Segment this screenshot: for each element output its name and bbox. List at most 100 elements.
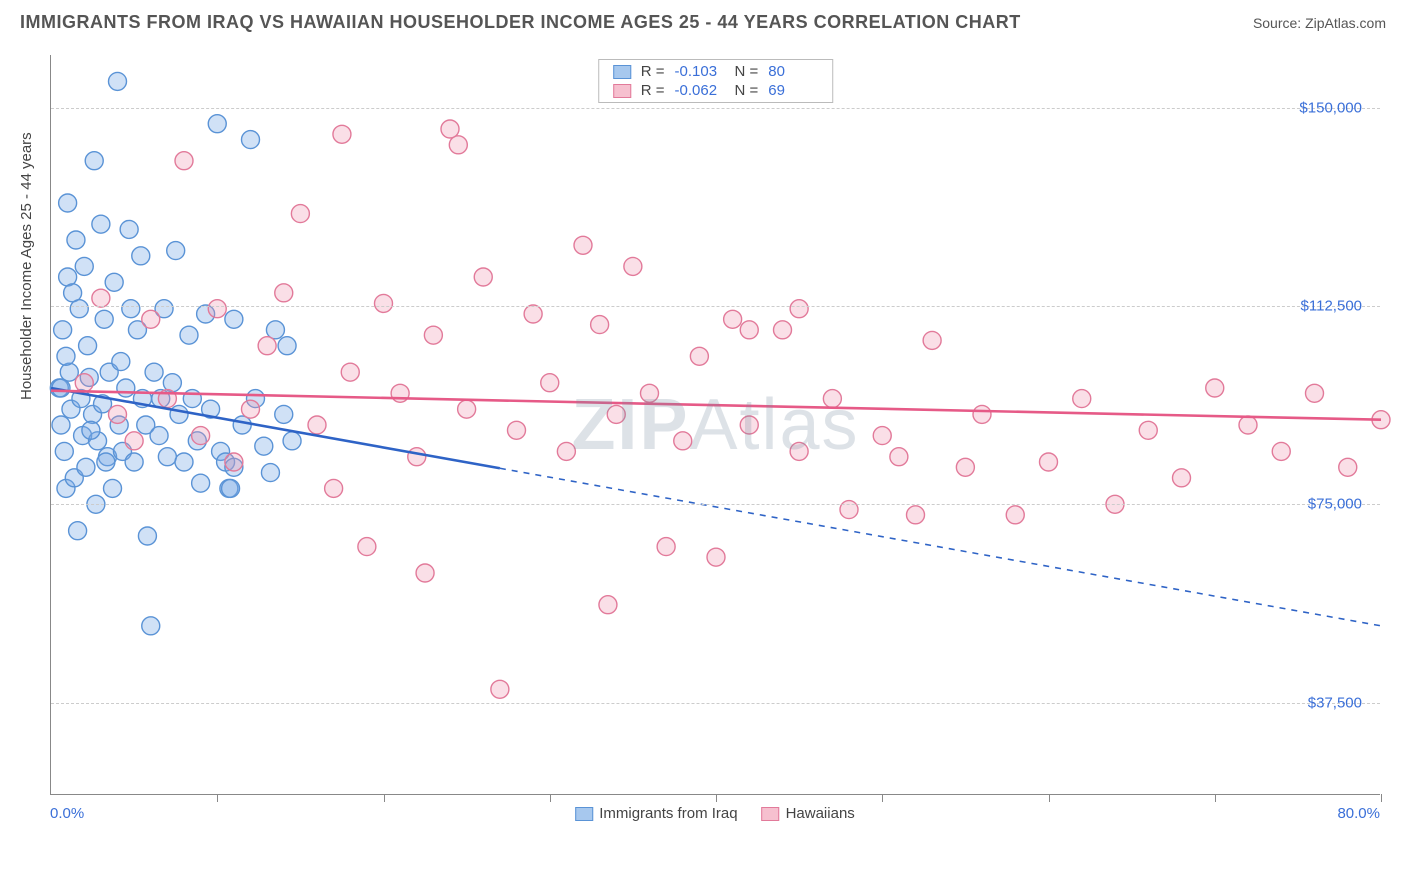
scatter-point-iraq bbox=[242, 131, 260, 149]
r-value: -0.103 bbox=[675, 63, 725, 80]
scatter-point-iraq bbox=[132, 247, 150, 265]
scatter-point-hawaiians bbox=[192, 427, 210, 445]
r-label: R = bbox=[641, 63, 665, 80]
scatter-point-hawaiians bbox=[458, 400, 476, 418]
scatter-point-hawaiians bbox=[724, 310, 742, 328]
scatter-point-iraq bbox=[167, 242, 185, 260]
n-value: 80 bbox=[768, 63, 818, 80]
gridline bbox=[51, 504, 1380, 505]
scatter-point-hawaiians bbox=[1040, 453, 1058, 471]
scatter-point-iraq bbox=[52, 416, 70, 434]
x-tick bbox=[882, 794, 883, 802]
scatter-point-iraq bbox=[180, 326, 198, 344]
scatter-point-hawaiians bbox=[740, 416, 758, 434]
scatter-point-hawaiians bbox=[441, 120, 459, 138]
scatter-point-iraq bbox=[138, 527, 156, 545]
gridline bbox=[51, 108, 1380, 109]
scatter-point-hawaiians bbox=[524, 305, 542, 323]
scatter-point-hawaiians bbox=[1173, 469, 1191, 487]
scatter-point-hawaiians bbox=[75, 374, 93, 392]
scatter-point-iraq bbox=[54, 321, 72, 339]
y-axis-label: Householder Income Ages 25 - 44 years bbox=[18, 132, 35, 400]
scatter-point-hawaiians bbox=[973, 405, 991, 423]
scatter-point-hawaiians bbox=[449, 136, 467, 154]
gridline bbox=[51, 703, 1380, 704]
scatter-point-hawaiians bbox=[341, 363, 359, 381]
scatter-point-iraq bbox=[59, 194, 77, 212]
scatter-point-iraq bbox=[142, 617, 160, 635]
scatter-point-hawaiians bbox=[508, 421, 526, 439]
legend-item-hawaiians: Hawaiians bbox=[762, 805, 855, 822]
scatter-point-hawaiians bbox=[740, 321, 758, 339]
scatter-point-hawaiians bbox=[308, 416, 326, 434]
scatter-point-hawaiians bbox=[956, 458, 974, 476]
scatter-point-hawaiians bbox=[707, 548, 725, 566]
x-tick bbox=[550, 794, 551, 802]
scatter-point-hawaiians bbox=[408, 448, 426, 466]
trend-line-ext-iraq bbox=[500, 468, 1381, 626]
scatter-point-hawaiians bbox=[242, 400, 260, 418]
series-legend: Immigrants from Iraq Hawaiians bbox=[575, 805, 855, 822]
scatter-point-iraq bbox=[109, 72, 127, 90]
scatter-point-hawaiians bbox=[1239, 416, 1257, 434]
x-tick bbox=[217, 794, 218, 802]
legend-label: Hawaiians bbox=[786, 805, 855, 822]
scatter-point-iraq bbox=[104, 479, 122, 497]
scatter-point-iraq bbox=[150, 427, 168, 445]
scatter-point-hawaiians bbox=[873, 427, 891, 445]
scatter-point-hawaiians bbox=[258, 337, 276, 355]
scatter-point-iraq bbox=[158, 448, 176, 466]
scatter-point-hawaiians bbox=[474, 268, 492, 286]
scatter-point-hawaiians bbox=[599, 596, 617, 614]
scatter-point-iraq bbox=[275, 405, 293, 423]
scatter-point-hawaiians bbox=[1139, 421, 1157, 439]
plot-area: ZIPAtlas R =-0.103N =80R =-0.062N =69 $3… bbox=[50, 55, 1380, 795]
scatter-point-hawaiians bbox=[541, 374, 559, 392]
scatter-point-iraq bbox=[97, 453, 115, 471]
scatter-point-iraq bbox=[117, 379, 135, 397]
scatter-point-iraq bbox=[261, 464, 279, 482]
scatter-point-hawaiians bbox=[790, 300, 808, 318]
scatter-point-hawaiians bbox=[92, 289, 110, 307]
scatter-point-hawaiians bbox=[1006, 506, 1024, 524]
scatter-point-hawaiians bbox=[1206, 379, 1224, 397]
y-tick-label: $75,000 bbox=[1308, 496, 1362, 513]
scatter-point-hawaiians bbox=[175, 152, 193, 170]
correlation-chart: IMMIGRANTS FROM IRAQ VS HAWAIIAN HOUSEHO… bbox=[0, 0, 1406, 892]
legend-item-iraq: Immigrants from Iraq bbox=[575, 805, 737, 822]
scatter-point-hawaiians bbox=[607, 405, 625, 423]
scatter-point-iraq bbox=[233, 416, 251, 434]
scatter-point-hawaiians bbox=[657, 538, 675, 556]
scatter-point-iraq bbox=[67, 231, 85, 249]
scatter-point-iraq bbox=[120, 220, 138, 238]
scatter-point-iraq bbox=[283, 432, 301, 450]
scatter-point-iraq bbox=[95, 310, 113, 328]
y-tick-label: $112,500 bbox=[1301, 298, 1362, 315]
scatter-point-iraq bbox=[145, 363, 163, 381]
gridline bbox=[51, 306, 1380, 307]
legend-swatch bbox=[613, 84, 631, 98]
scatter-point-iraq bbox=[57, 347, 75, 365]
scatter-point-iraq bbox=[92, 215, 110, 233]
scatter-point-hawaiians bbox=[574, 236, 592, 254]
scatter-point-hawaiians bbox=[208, 300, 226, 318]
scatter-point-iraq bbox=[69, 522, 87, 540]
scatter-point-iraq bbox=[85, 152, 103, 170]
source-label: Source: ZipAtlas.com bbox=[1253, 15, 1386, 31]
scatter-point-iraq bbox=[112, 353, 130, 371]
scatter-point-hawaiians bbox=[890, 448, 908, 466]
scatter-point-hawaiians bbox=[674, 432, 692, 450]
scatter-point-iraq bbox=[125, 453, 143, 471]
scatter-point-hawaiians bbox=[823, 390, 841, 408]
scatter-point-iraq bbox=[77, 458, 95, 476]
correlation-legend: R =-0.103N =80R =-0.062N =69 bbox=[598, 59, 834, 103]
scatter-point-hawaiians bbox=[907, 506, 925, 524]
scatter-point-iraq bbox=[183, 390, 201, 408]
scatter-point-iraq bbox=[75, 257, 93, 275]
scatter-point-hawaiians bbox=[1272, 442, 1290, 460]
n-label: N = bbox=[735, 63, 759, 80]
scatter-point-iraq bbox=[278, 337, 296, 355]
x-max-label: 80.0% bbox=[1337, 805, 1380, 822]
scatter-point-iraq bbox=[222, 479, 240, 497]
scatter-point-hawaiians bbox=[416, 564, 434, 582]
